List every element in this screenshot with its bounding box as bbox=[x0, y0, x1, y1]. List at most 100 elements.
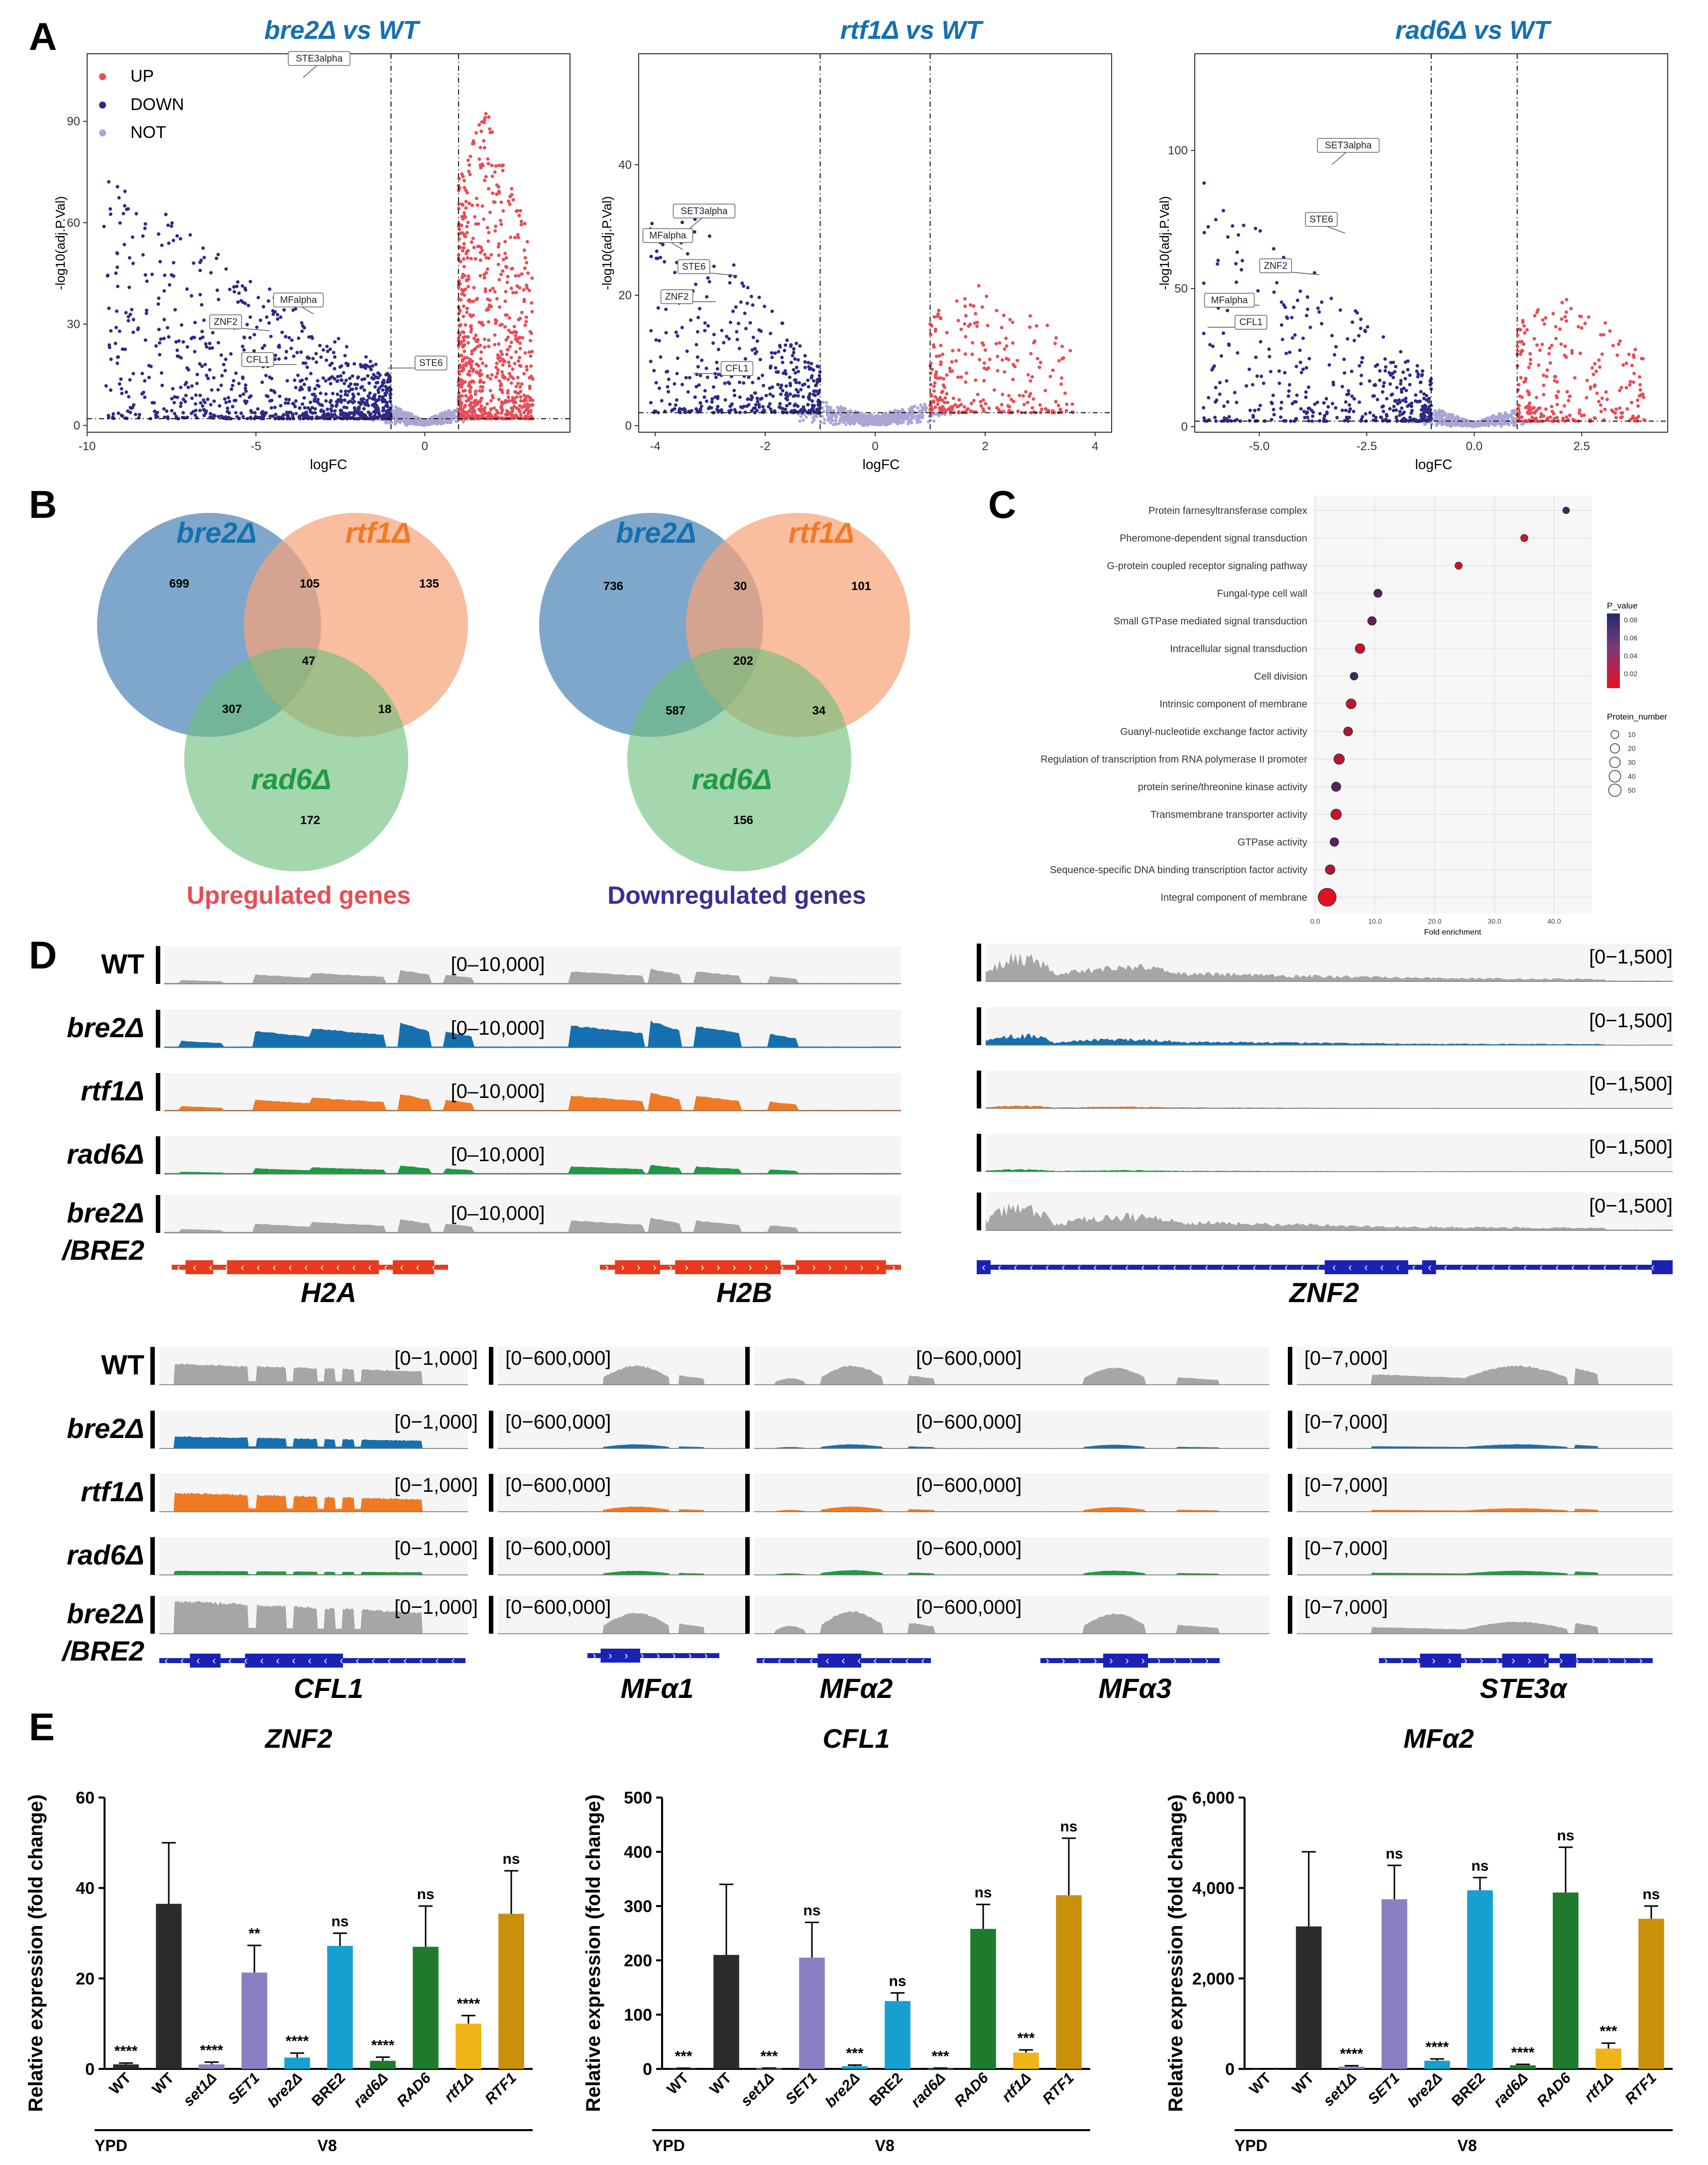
volcano-point bbox=[1401, 370, 1405, 374]
volcano-point bbox=[1565, 390, 1569, 394]
volcano-point bbox=[243, 386, 247, 390]
volcano-point bbox=[457, 394, 461, 398]
volcano-point bbox=[968, 303, 972, 307]
volcano-point bbox=[1043, 388, 1047, 392]
volcano-point bbox=[1541, 318, 1545, 322]
volcano-point bbox=[996, 355, 1000, 359]
volcano-point bbox=[117, 196, 121, 200]
volcano-point bbox=[1054, 336, 1058, 340]
volcano-point bbox=[1519, 352, 1522, 356]
volcano-point bbox=[1358, 364, 1362, 368]
volcano-point bbox=[1269, 418, 1273, 422]
volcano-point bbox=[530, 375, 534, 379]
volcano-point bbox=[1271, 408, 1275, 411]
volcano-point bbox=[494, 365, 498, 369]
volcano-point bbox=[1346, 337, 1350, 341]
volcano-point bbox=[1348, 403, 1352, 407]
volcano-point bbox=[360, 400, 364, 404]
volcano-point bbox=[526, 412, 530, 416]
volcano-point bbox=[807, 395, 811, 399]
volcano-point bbox=[694, 282, 698, 286]
volcano-point bbox=[1010, 397, 1013, 401]
volcano-point bbox=[132, 403, 136, 407]
volcano-point bbox=[703, 389, 707, 393]
volcano-point bbox=[870, 422, 874, 426]
volcano-point bbox=[344, 361, 348, 365]
volcano-point bbox=[794, 402, 797, 406]
volcano-point bbox=[706, 276, 710, 280]
volcano-point bbox=[939, 360, 943, 364]
volcano-point bbox=[264, 394, 268, 398]
volcano-point bbox=[1245, 384, 1249, 388]
volcano-point bbox=[1568, 394, 1572, 398]
volcano-point bbox=[328, 400, 332, 404]
volcano-point bbox=[282, 308, 286, 312]
volcano-point bbox=[753, 347, 757, 351]
volcano-point bbox=[525, 240, 529, 243]
volcano-point bbox=[242, 336, 246, 340]
volcano-point bbox=[109, 207, 112, 211]
volcano-point bbox=[109, 212, 113, 216]
volcano-point bbox=[1385, 414, 1389, 418]
volcano-point bbox=[1535, 343, 1539, 347]
volcano-point bbox=[1435, 418, 1438, 422]
volcano-point bbox=[508, 345, 512, 349]
gene-label: STE6 bbox=[682, 262, 706, 272]
volcano-point bbox=[1011, 377, 1015, 381]
volcano-point bbox=[223, 368, 227, 372]
volcano-point bbox=[249, 409, 253, 413]
volcano-point bbox=[1414, 419, 1418, 423]
volcano-point bbox=[402, 415, 406, 419]
volcano-point bbox=[381, 409, 385, 413]
volcano-point bbox=[1427, 415, 1431, 419]
volcano-point bbox=[1608, 329, 1612, 333]
volcano-point bbox=[975, 321, 979, 324]
volcano-point bbox=[285, 417, 289, 421]
volcano-point bbox=[530, 350, 534, 354]
volcano-point bbox=[858, 419, 862, 423]
volcano-point bbox=[383, 398, 387, 402]
volcano-point bbox=[685, 349, 689, 353]
volcano-point bbox=[234, 371, 238, 375]
volcano-point bbox=[510, 187, 514, 191]
volcano-point bbox=[1070, 402, 1074, 406]
volcano-point bbox=[173, 308, 177, 312]
volcano-point bbox=[293, 378, 297, 382]
volcano-point bbox=[817, 373, 821, 377]
volcano-point bbox=[193, 336, 196, 340]
volcano-point bbox=[511, 291, 515, 295]
volcano-point bbox=[782, 371, 786, 375]
volcano-point bbox=[1354, 309, 1358, 313]
volcano-point bbox=[477, 244, 481, 248]
volcano-point bbox=[911, 413, 914, 416]
volcano-point bbox=[1429, 403, 1433, 407]
volcano-point bbox=[294, 399, 298, 403]
volcano-point bbox=[189, 337, 193, 341]
volcano-point bbox=[514, 334, 518, 338]
volcano-point bbox=[678, 411, 682, 415]
volcano-point bbox=[1402, 386, 1406, 390]
volcano-point bbox=[493, 170, 497, 174]
volcano-point bbox=[1068, 349, 1072, 353]
volcano-point bbox=[728, 281, 732, 285]
volcano-point bbox=[466, 274, 470, 278]
volcano-point bbox=[229, 387, 233, 391]
volcano-point bbox=[1211, 345, 1215, 348]
volcano-point bbox=[649, 360, 653, 363]
volcano-point bbox=[1426, 411, 1430, 415]
y-tick-label: 0 bbox=[74, 419, 80, 432]
volcano-point bbox=[889, 412, 893, 416]
volcano-point bbox=[463, 388, 467, 392]
volcano-point bbox=[457, 312, 460, 316]
volcano-point bbox=[202, 255, 206, 259]
volcano-point bbox=[245, 417, 249, 421]
volcano-point bbox=[126, 409, 130, 413]
volcano-point bbox=[796, 390, 800, 394]
y-tick-label: 30 bbox=[67, 318, 80, 331]
volcano-point bbox=[518, 336, 522, 340]
volcano-point bbox=[977, 284, 981, 288]
volcano-point bbox=[342, 371, 345, 375]
volcano-point bbox=[202, 408, 206, 412]
volcano-point bbox=[367, 396, 371, 400]
volcano-point bbox=[1434, 414, 1437, 418]
